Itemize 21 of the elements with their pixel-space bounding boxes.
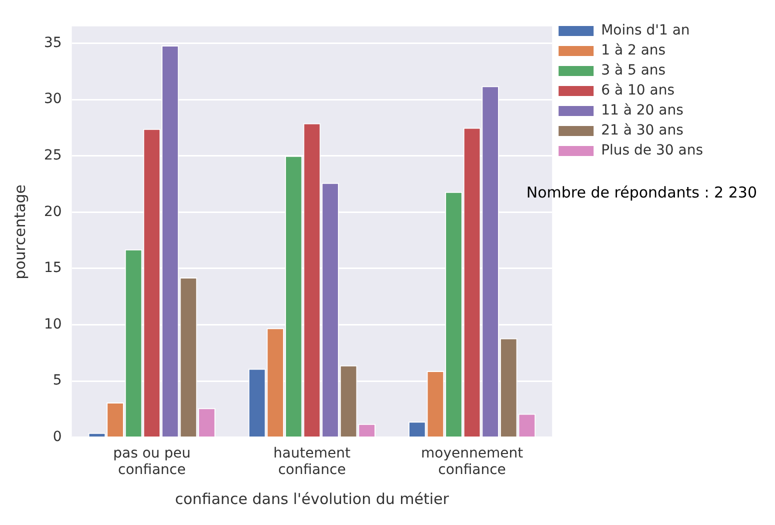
y-tick-label: 35	[44, 34, 62, 51]
y-tick-label: 25	[44, 148, 62, 164]
legend-label: 1 à 2 ans	[601, 42, 666, 59]
legend-label: 6 à 10 ans	[601, 82, 674, 99]
y-tick-label: 15	[44, 260, 62, 276]
legend-label: 21 à 30 ans	[601, 122, 684, 139]
legend-label: 11 à 20 ans	[601, 102, 684, 119]
x-tick-label: hautement confiance	[273, 445, 351, 478]
y-tick-label: 10	[44, 316, 62, 332]
legend-label: Plus de 30 ans	[601, 142, 704, 159]
y-tick-label: 30	[44, 91, 62, 108]
y-tick-label: 5	[52, 372, 62, 389]
y-tick-label: 20	[44, 204, 62, 220]
x-tick-label: pas ou peu confiance	[113, 445, 191, 478]
x-axis-title: confiance dans l'évolution du métier	[174, 490, 450, 508]
legend-label: 3 à 5 ans	[601, 62, 666, 79]
y-axis-title: pourcentage	[10, 184, 29, 280]
legend-label: Moins d'1 an	[601, 22, 690, 39]
annotation: Nombre de répondants : 2 230	[526, 183, 758, 202]
y-tick-label: 0	[52, 429, 62, 446]
x-tick-label: moyennement confiance	[421, 445, 524, 478]
